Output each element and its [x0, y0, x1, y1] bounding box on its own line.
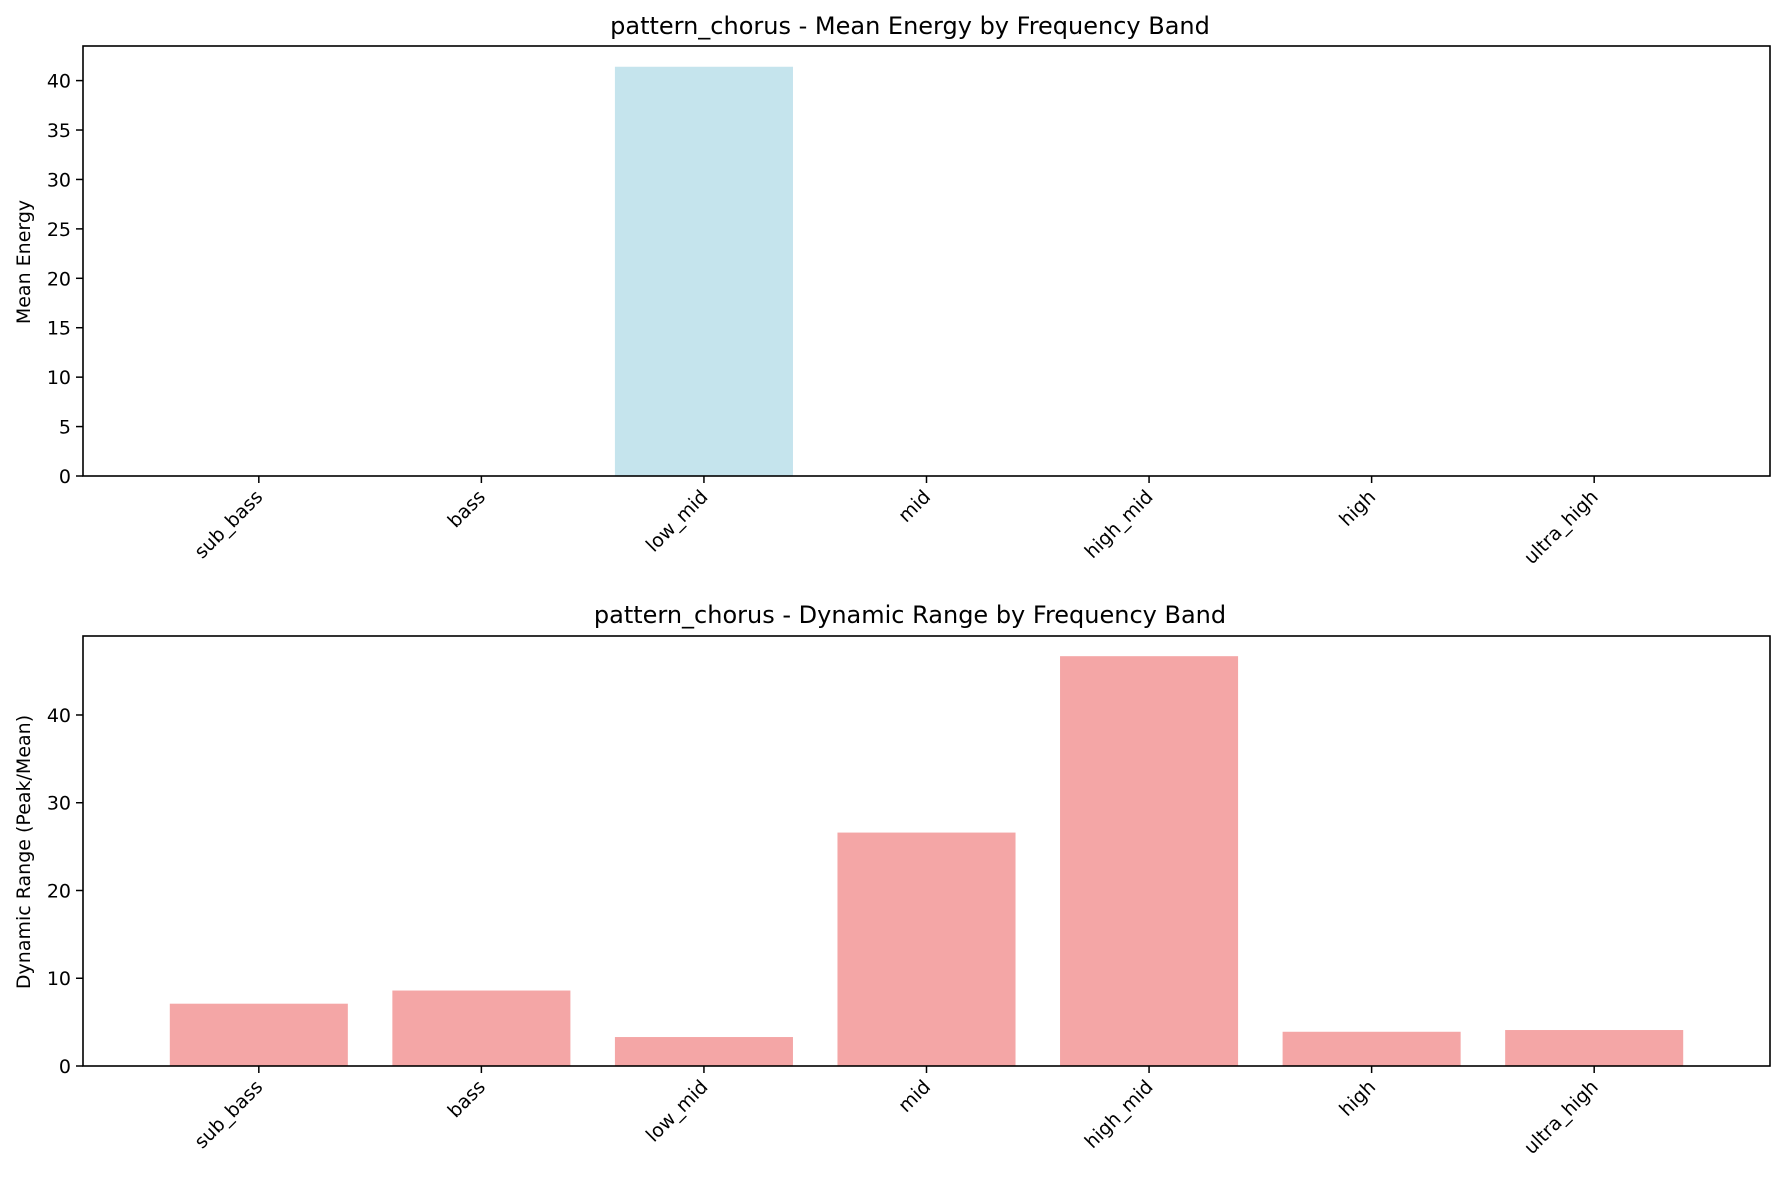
y-tick-label: 0	[59, 466, 71, 488]
x-tick-label: high	[1335, 1076, 1380, 1121]
bar-high	[1282, 1031, 1461, 1066]
y-tick-label: 30	[47, 793, 71, 815]
x-tick-label: mid	[894, 1076, 935, 1117]
y-tick-label: 10	[47, 367, 71, 389]
bar-mid	[837, 832, 1016, 1066]
y-tick-label: 30	[47, 169, 71, 191]
x-tick-label: mid	[894, 486, 935, 527]
y-tick-label: 20	[47, 268, 71, 290]
x-tick-label: high_mid	[1081, 1076, 1158, 1153]
x-tick-label: sub_bass	[190, 486, 267, 563]
x-tick-label: ultra_high	[1520, 486, 1603, 569]
y-tick-label: 25	[47, 219, 71, 241]
y-axis-label: Dynamic Range (Peak/Mean)	[13, 715, 35, 989]
x-tick-label: bass	[444, 486, 490, 532]
y-tick-label: 40	[47, 71, 71, 93]
bar-low-mid	[614, 1037, 793, 1066]
x-tick-label: low_mid	[642, 1076, 713, 1147]
y-axis-label: Mean Energy	[13, 200, 35, 324]
chart-title: pattern_chorus - Mean Energy by Frequenc…	[610, 12, 1210, 40]
y-tick-label: 10	[47, 968, 71, 990]
chart-title: pattern_chorus - Dynamic Range by Freque…	[594, 601, 1226, 629]
bar-bass	[392, 990, 571, 1066]
bar-low-mid	[614, 66, 793, 477]
bar-sub-bass	[169, 1003, 348, 1066]
mean-energy-chart: pattern_chorus - Mean Energy by Frequenc…	[13, 12, 1771, 569]
dynamic-range-chart: pattern_chorus - Dynamic Range by Freque…	[13, 601, 1771, 1159]
y-tick-label: 0	[59, 1056, 71, 1078]
y-tick-label: 20	[47, 880, 71, 902]
x-tick-label: low_mid	[642, 486, 713, 557]
bar-high-mid	[1060, 656, 1239, 1066]
x-tick-label: high_mid	[1081, 486, 1158, 563]
x-tick-label: sub_bass	[190, 1076, 267, 1153]
x-tick-label: bass	[444, 1076, 490, 1122]
x-tick-label: ultra_high	[1520, 1076, 1603, 1159]
y-tick-label: 40	[47, 705, 71, 727]
x-tick-label: high	[1335, 486, 1380, 531]
y-tick-label: 5	[59, 417, 71, 439]
y-tick-label: 35	[47, 120, 71, 142]
plot-frame	[82, 45, 1771, 477]
y-tick-label: 15	[47, 318, 71, 340]
bar-ultra-high	[1505, 1030, 1684, 1066]
